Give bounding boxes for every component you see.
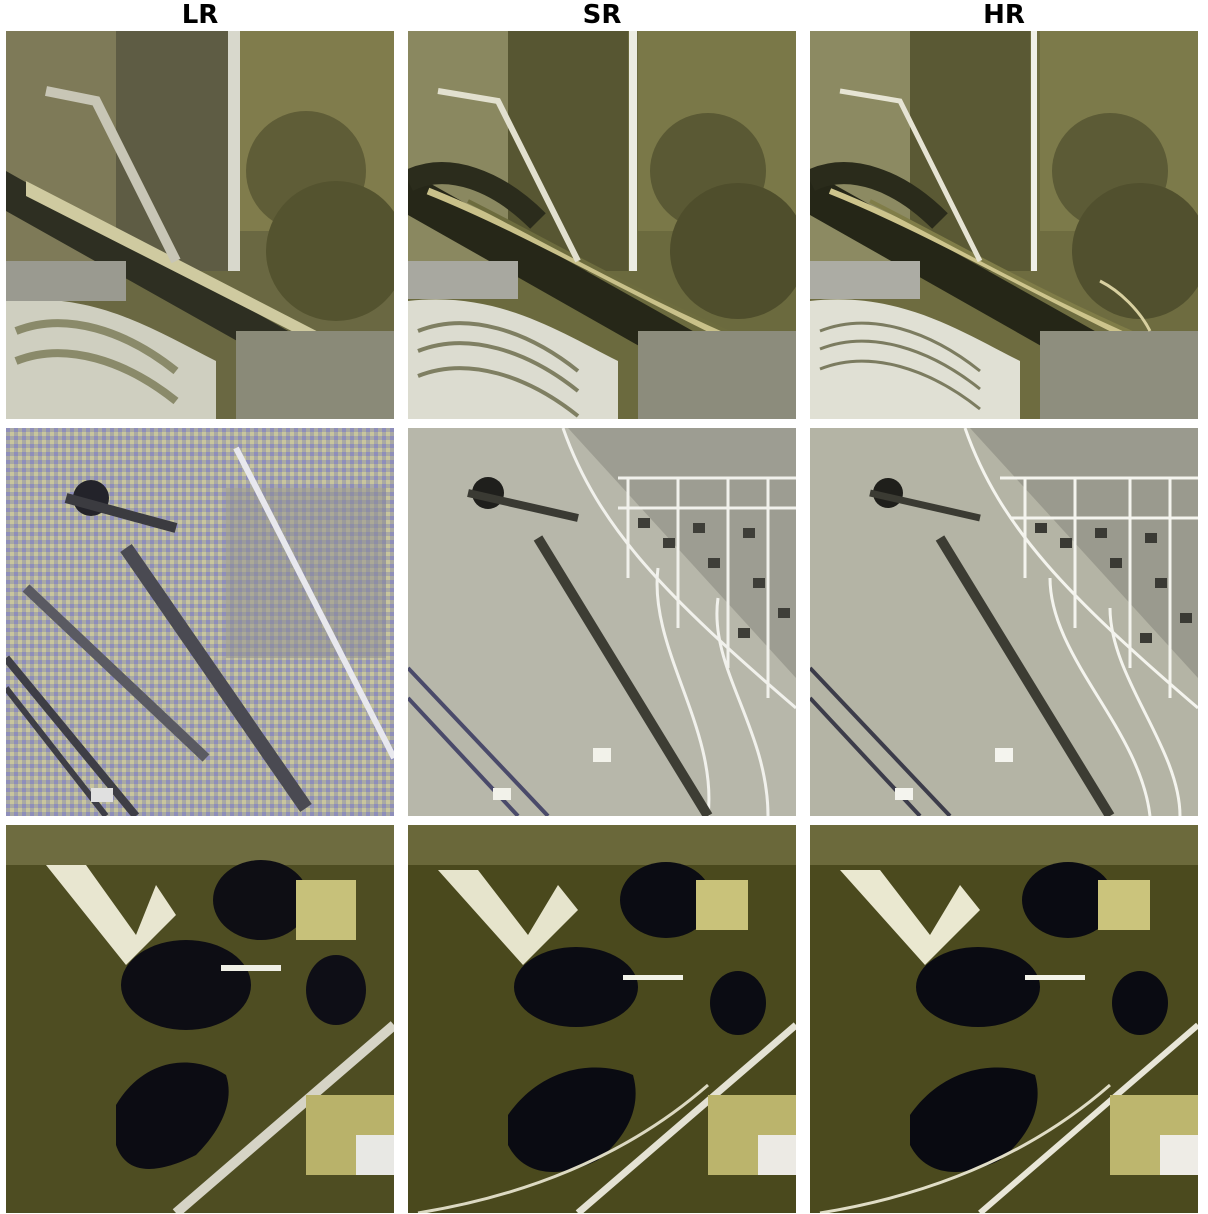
tile-row3-hr <box>810 825 1198 1213</box>
tile-row2-hr <box>810 428 1198 816</box>
tile-row1-hr <box>810 31 1198 419</box>
column-title-lr: LR <box>181 0 219 30</box>
tile-row3-sr <box>408 825 796 1213</box>
tile-row2-sr <box>408 428 796 816</box>
tile-row1-lr <box>6 31 394 419</box>
tile-row2-lr <box>6 428 394 816</box>
column-title-sr: SR <box>582 0 622 30</box>
tile-row3-lr <box>6 825 394 1213</box>
column-title-hr: HR <box>983 0 1025 30</box>
tile-row1-sr <box>408 31 796 419</box>
